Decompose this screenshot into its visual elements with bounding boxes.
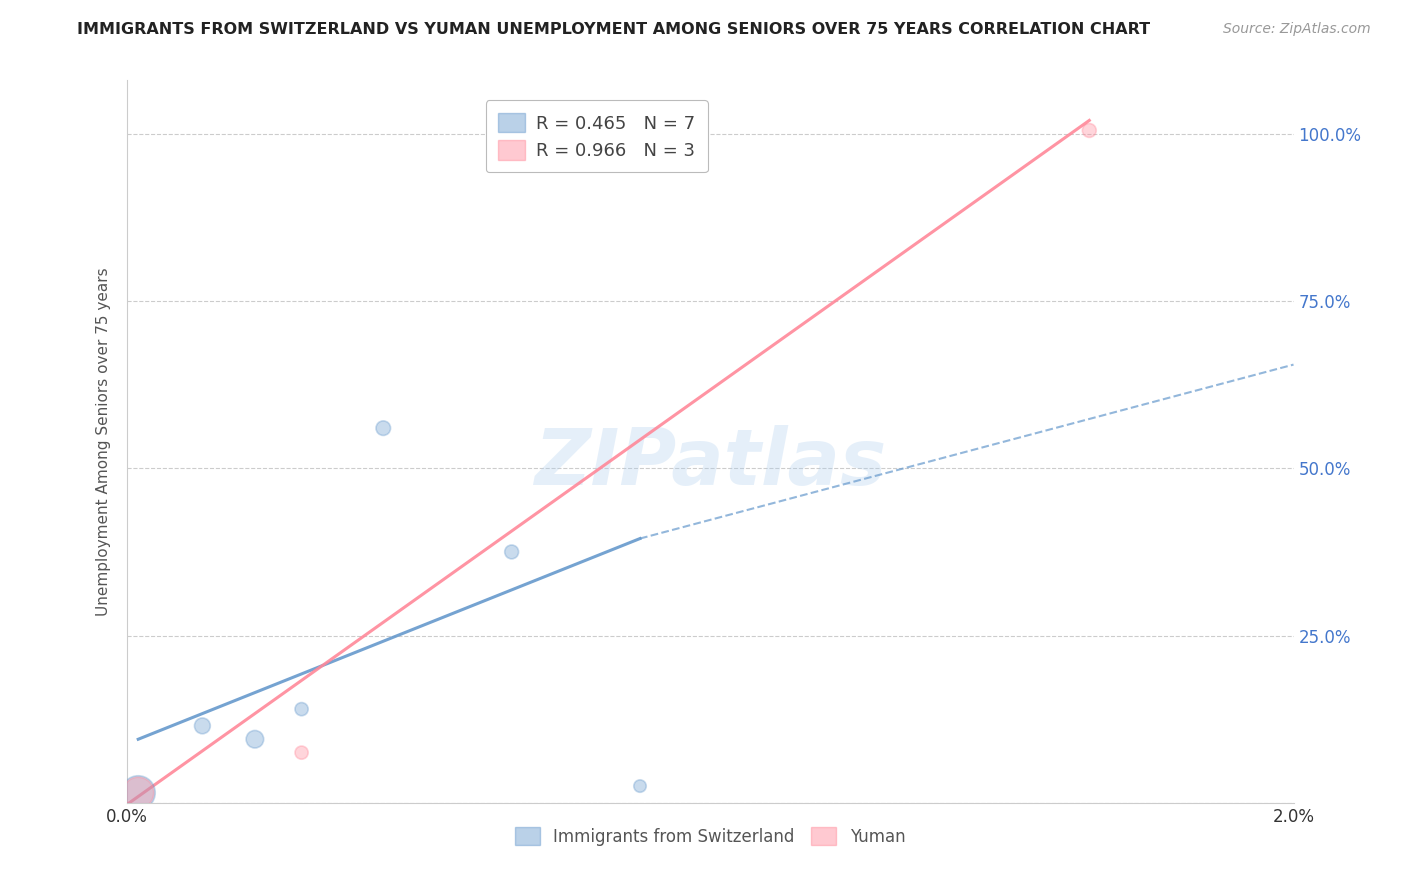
Point [501, 545, 523, 559]
Text: ZIPatlas: ZIPatlas [534, 425, 886, 501]
Point [373, 421, 395, 435]
Y-axis label: Unemployment Among Seniors over 75 years: Unemployment Among Seniors over 75 years [96, 268, 111, 615]
Text: IMMIGRANTS FROM SWITZERLAND VS YUMAN UNEMPLOYMENT AMONG SENIORS OVER 75 YEARS CO: IMMIGRANTS FROM SWITZERLAND VS YUMAN UNE… [77, 22, 1150, 37]
Point [127, 786, 149, 800]
Legend: Immigrants from Switzerland, Yuman: Immigrants from Switzerland, Yuman [508, 821, 912, 852]
Point [290, 702, 312, 716]
Point [191, 719, 214, 733]
Point [243, 732, 266, 747]
Point [127, 786, 149, 800]
Text: Source: ZipAtlas.com: Source: ZipAtlas.com [1223, 22, 1371, 37]
Point [290, 746, 312, 760]
Point [628, 779, 651, 793]
Point [1078, 123, 1101, 137]
